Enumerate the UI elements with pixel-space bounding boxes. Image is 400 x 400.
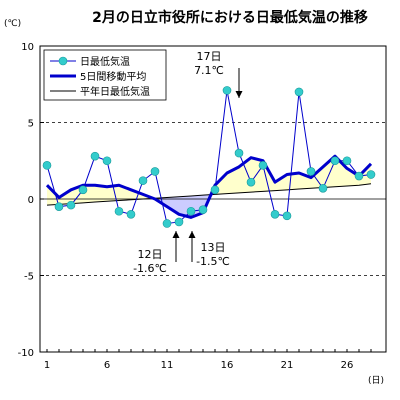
data-point-daily bbox=[366, 170, 376, 179]
data-point-daily bbox=[54, 202, 64, 211]
data-point-daily bbox=[138, 176, 148, 185]
data-point-daily bbox=[330, 156, 340, 166]
fill-above-normal bbox=[323, 156, 335, 188]
x-ticks: 1 6 11 16 21 26 bbox=[44, 349, 372, 371]
data-point-daily bbox=[270, 210, 280, 219]
y-tick-label: -5 bbox=[24, 272, 34, 283]
data-point-daily bbox=[150, 167, 160, 176]
fill-above-normal bbox=[227, 166, 239, 194]
data-point-daily bbox=[342, 156, 352, 166]
x-tick-label: 1 bbox=[44, 360, 50, 371]
fill-above-normal bbox=[347, 168, 359, 186]
annotation-arrow-head bbox=[188, 231, 196, 238]
legend-label-daily: 日最低気温 bbox=[80, 55, 130, 68]
x-tick-label: 21 bbox=[281, 360, 294, 371]
x-tick-label: 11 bbox=[161, 360, 174, 371]
fill-above-normal bbox=[359, 163, 371, 186]
y-tick-label: 5 bbox=[28, 119, 34, 130]
y-tick-label: -10 bbox=[18, 348, 34, 359]
grid-lines bbox=[40, 122, 386, 276]
annotation-label: -1.6℃ bbox=[133, 262, 167, 275]
annotation-label: -1.5℃ bbox=[196, 255, 230, 268]
data-point-daily bbox=[198, 205, 208, 215]
x-tick-label: 6 bbox=[104, 360, 110, 371]
data-point-daily bbox=[78, 185, 88, 195]
chart-title: 2月の日立市役所における日最低気温の推移 bbox=[92, 9, 368, 26]
series bbox=[42, 86, 376, 228]
x-tick-label: 26 bbox=[341, 360, 354, 371]
legend-label-normal: 平年日最低気温 bbox=[80, 85, 150, 98]
legend-marker-daily bbox=[58, 56, 68, 66]
data-point-daily bbox=[234, 148, 244, 158]
data-point-daily bbox=[114, 206, 124, 216]
x-axis-unit: (日) bbox=[368, 375, 384, 386]
annotation-arrow-head bbox=[172, 231, 180, 238]
y-tick-label: 0 bbox=[28, 195, 34, 206]
data-point-daily bbox=[282, 211, 292, 221]
data-point-daily bbox=[210, 185, 220, 195]
data-point-daily bbox=[222, 86, 232, 95]
data-point-daily bbox=[126, 210, 136, 219]
data-point-daily bbox=[42, 161, 52, 170]
data-point-daily bbox=[66, 200, 76, 210]
annotation-label: 7.1℃ bbox=[194, 64, 224, 77]
fill-above-normal bbox=[275, 174, 287, 191]
fill-above-normal bbox=[95, 185, 107, 203]
data-point-daily bbox=[102, 156, 112, 166]
annotation-label: 13日 bbox=[201, 241, 226, 254]
legend-label-moving-avg: 5日間移動平均 bbox=[80, 70, 146, 83]
series-moving-avg-line bbox=[45, 154, 373, 219]
y-ticks: 10 5 0 -5 -10 bbox=[18, 42, 44, 359]
data-point-daily bbox=[186, 206, 196, 216]
data-point-daily bbox=[174, 217, 184, 227]
data-point-daily bbox=[162, 219, 172, 228]
data-point-daily bbox=[318, 183, 328, 193]
y-tick-label: 10 bbox=[21, 42, 34, 53]
data-point-daily bbox=[294, 87, 304, 97]
data-point-daily bbox=[306, 167, 316, 176]
data-point-daily bbox=[90, 151, 100, 161]
data-point-daily bbox=[258, 161, 268, 170]
y-axis-unit: (℃) bbox=[4, 19, 21, 29]
fill-above-normal bbox=[311, 166, 323, 189]
fill-below-normal bbox=[167, 196, 179, 215]
series-normal-line bbox=[46, 183, 372, 206]
data-point-daily bbox=[354, 171, 364, 181]
data-point-daily bbox=[246, 177, 256, 187]
x-tick-label: 16 bbox=[221, 360, 234, 371]
annotation-label: 12日 bbox=[138, 248, 163, 261]
annotation-arrow-head bbox=[235, 91, 243, 98]
legend: 日最低気温 5日間移動平均 平年日最低気温 bbox=[43, 49, 167, 101]
annotation-label: 17日 bbox=[197, 50, 222, 63]
